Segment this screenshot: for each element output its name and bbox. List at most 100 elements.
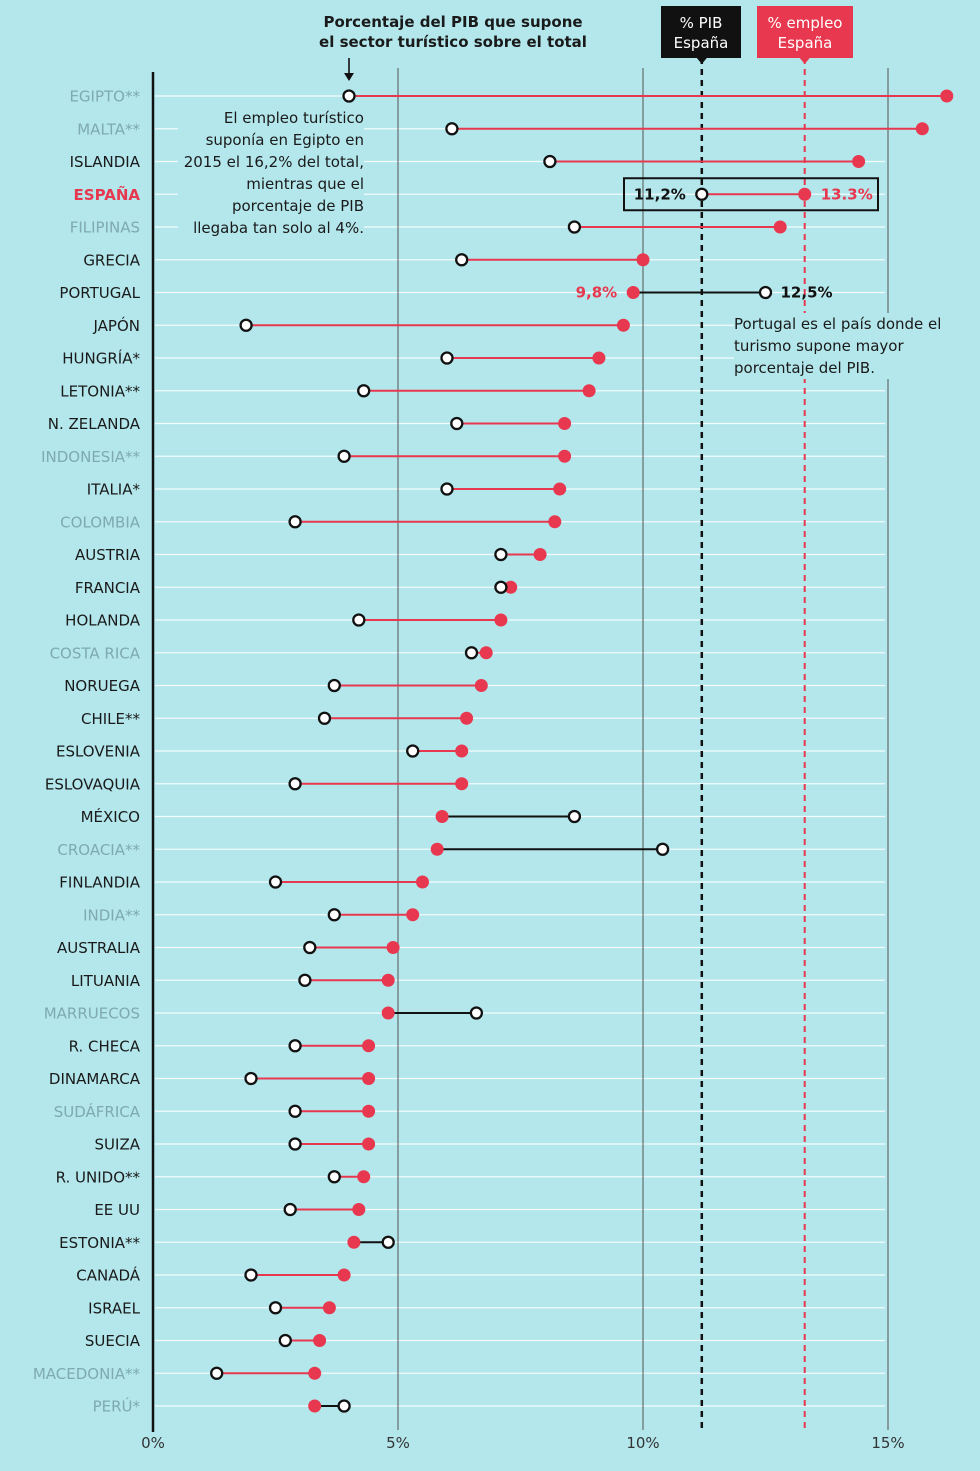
gdp-point (494, 547, 508, 562)
gdp-point (469, 1006, 484, 1020)
employment-point (362, 1072, 376, 1085)
employment-point (626, 286, 640, 299)
employment-point (352, 1203, 366, 1216)
gdp-point (381, 1235, 395, 1249)
gdp-point (317, 711, 332, 725)
employment-point (533, 548, 547, 561)
gdp-point (357, 384, 371, 398)
gdp-point (440, 482, 454, 496)
country-label: FRANCIA (75, 579, 141, 597)
employment-point (479, 646, 493, 660)
gdp-point (244, 1071, 258, 1086)
gdp-point (239, 318, 253, 332)
x-tick-label-5: 5% (386, 1434, 410, 1452)
country-label: ISLANDIA (70, 153, 141, 171)
gdp-point (288, 777, 302, 791)
employment-point (798, 187, 812, 201)
gdp-point (352, 613, 366, 627)
gdp-point (450, 416, 464, 431)
country-label: INDIA** (83, 906, 140, 924)
gdp-point (327, 678, 341, 693)
employment-point (347, 1235, 361, 1249)
country-label: SUDÁFRICA (54, 1102, 141, 1121)
employment-point (553, 482, 567, 496)
employment-point (337, 1268, 351, 1282)
country-label: PERÚ* (93, 1397, 141, 1416)
employment-point (362, 1039, 376, 1053)
country-label: GRECIA (83, 251, 140, 269)
country-label: CHILE** (81, 710, 141, 728)
country-label: COLOMBIA (60, 513, 141, 531)
portugal-pib-value-label: 12,5% (781, 284, 833, 302)
egypt-annotation: El empleo turístico suponía en Egipto en… (178, 107, 364, 239)
country-label: R. CHECA (69, 1037, 141, 1055)
gdp-point (464, 646, 479, 660)
employment-point (852, 155, 866, 168)
gdp-point (342, 89, 356, 103)
employment-point (381, 1006, 395, 1020)
country-label: DINAMARCA (49, 1070, 141, 1088)
employment-point (915, 122, 929, 136)
emp-header-pointer (799, 58, 810, 64)
country-label: AUSTRALIA (57, 939, 141, 957)
country-label: FINLANDIA (59, 874, 140, 892)
country-label: LITUANIA (71, 972, 141, 990)
country-label: JAPÓN (93, 316, 141, 335)
gdp-point (695, 187, 709, 201)
country-label: CANADÁ (76, 1266, 141, 1285)
gdp-point (327, 1170, 341, 1184)
employment-point (558, 449, 572, 463)
gdp-point (494, 580, 508, 594)
x-tick-label-15: 15% (871, 1434, 904, 1452)
employment-point (435, 810, 449, 823)
gdp-point (337, 1399, 351, 1413)
country-label: ESPAÑA (74, 185, 141, 204)
country-label: HUNGRÍA* (62, 349, 140, 368)
country-label: N. ZELANDA (48, 415, 141, 433)
gdp-point (455, 253, 469, 267)
gdp-point (445, 122, 459, 136)
employment-point (773, 220, 787, 234)
employment-point (416, 875, 429, 889)
gdp-point (288, 1104, 302, 1118)
country-label: CROACIA** (57, 841, 140, 859)
employment-point (406, 908, 420, 922)
employment-point (430, 842, 444, 856)
gdp-point (244, 1268, 258, 1282)
gdp-point (298, 973, 312, 987)
employment-point (381, 973, 395, 987)
employment-point (474, 679, 488, 692)
employment-point (504, 580, 518, 594)
employment-point (362, 1104, 376, 1118)
employment-point (455, 744, 469, 758)
gdp-point (758, 285, 773, 300)
employment-point (558, 417, 572, 430)
legend-pib-line1: % PIB (679, 14, 723, 32)
employment-point (636, 253, 650, 267)
gdp-point (283, 1202, 297, 1217)
country-label: EE UU (94, 1201, 140, 1219)
employment-point (362, 1137, 376, 1151)
employment-point (592, 351, 606, 365)
employment-point (460, 711, 474, 725)
employment-point (548, 515, 562, 529)
employment-point (308, 1399, 322, 1413)
country-label: FILIPINAS (70, 219, 140, 237)
country-label: MARRUECOS (44, 1005, 140, 1023)
country-label: INDONESIA** (41, 448, 140, 466)
gdp-point (288, 515, 302, 529)
employment-point (313, 1334, 327, 1347)
gdp-point (337, 449, 351, 463)
legend-emp-line1: % empleo (767, 14, 843, 32)
gdp-point (268, 875, 283, 889)
employment-point (940, 89, 954, 103)
country-label: NORUEGA (64, 677, 141, 695)
country-label: ESLOVENIA (56, 743, 141, 761)
gdp-point (567, 809, 582, 824)
country-label: MALTA** (77, 120, 140, 138)
portugal-annotation: Portugal es el país donde el turismo sup… (734, 313, 944, 379)
spain-employment-value-label: 13.3% (821, 185, 873, 203)
gdp-point (303, 940, 317, 955)
country-label: LETONIA** (60, 382, 140, 400)
gdp-point (655, 842, 670, 856)
